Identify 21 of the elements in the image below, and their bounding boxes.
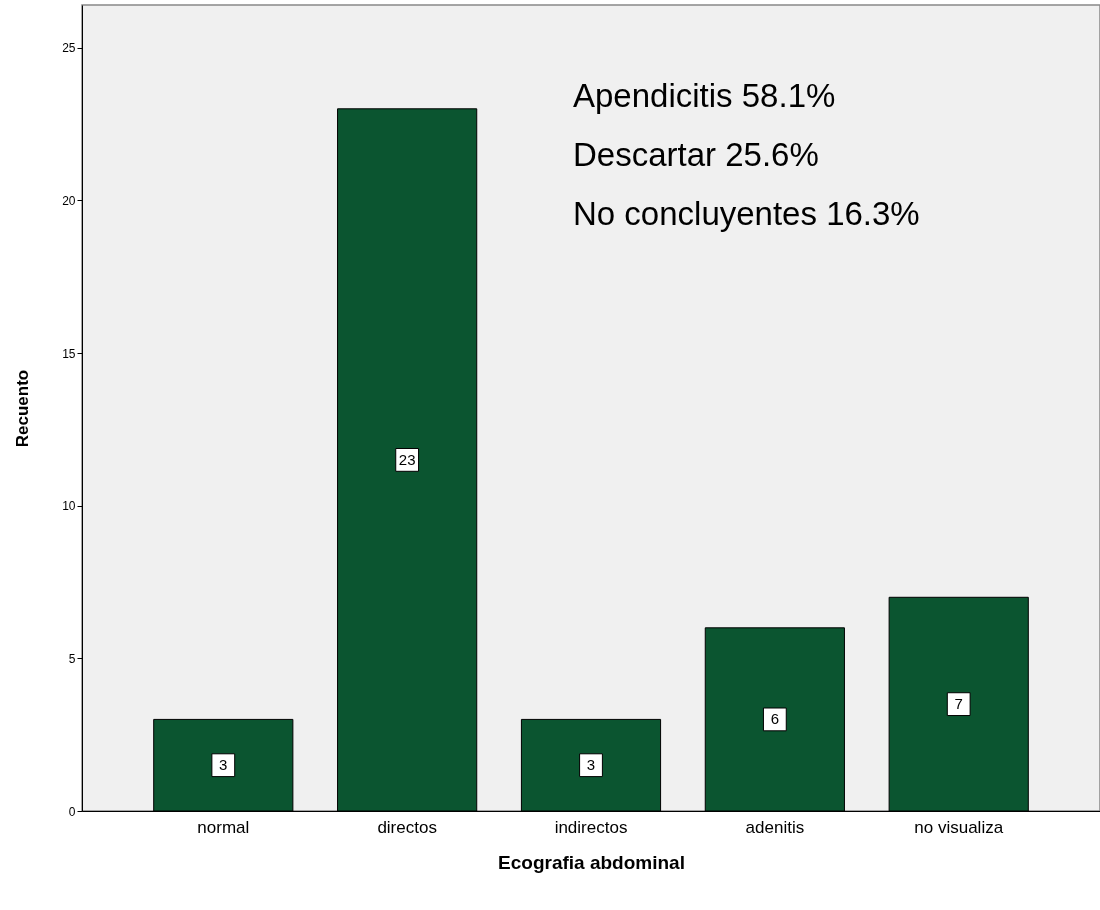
y-axis-title: Recuento <box>13 369 33 448</box>
y-tick-label: 25 <box>62 41 76 56</box>
x-tick-label: directos <box>377 817 437 837</box>
x-tick-label: indirectos <box>554 817 628 837</box>
x-tick-label: adenitis <box>745 817 805 837</box>
data-label: 7 <box>954 695 963 713</box>
y-tick-label: 15 <box>62 346 76 361</box>
y-tick-label: 20 <box>62 193 76 208</box>
y-tick-label: 0 <box>68 804 76 819</box>
y-tick-label: 5 <box>68 651 76 666</box>
data-label: 3 <box>586 756 596 774</box>
annotation: Apendicitis 58.1% <box>573 77 836 114</box>
x-axis-title: Ecografia abdominal <box>498 851 685 873</box>
data-label: 6 <box>770 710 780 728</box>
x-tick-label: normal <box>197 817 250 837</box>
x-tick-label: no visualiza <box>914 817 1004 837</box>
annotation: Descartar 25.6% <box>573 136 819 173</box>
data-label: 3 <box>219 756 228 774</box>
data-label: 23 <box>398 450 416 468</box>
y-tick-label: 10 <box>62 499 76 514</box>
annotation: No concluyentes 16.3% <box>573 195 920 232</box>
